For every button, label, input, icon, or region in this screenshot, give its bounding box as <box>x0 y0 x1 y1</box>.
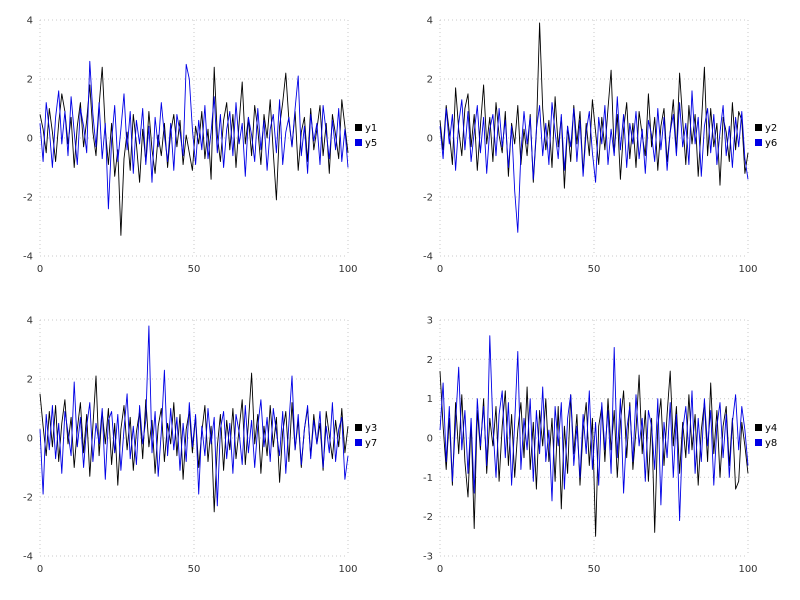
chart-panel-y1-y5: -4 -2 0 2 4 0 50 100 y1 y5 <box>0 0 400 300</box>
y-tick-label: 2 <box>427 75 433 86</box>
legend-label-y4: y4 <box>765 423 777 434</box>
y-tick-label: 0 <box>427 434 433 445</box>
x-tick-label: 100 <box>738 564 757 575</box>
x-tick-label: 50 <box>188 264 201 275</box>
series-line-y8 <box>439 335 749 522</box>
legend-swatch-y3 <box>355 424 362 431</box>
legend-label-y5: y5 <box>365 138 377 149</box>
series-line-y6 <box>439 90 749 233</box>
y-tick-label: 0 <box>27 134 33 145</box>
legend-swatch-y5 <box>355 139 362 146</box>
legend-label-y2: y2 <box>765 123 777 134</box>
series-line-y3 <box>39 372 349 513</box>
chart-panel-y2-y6: -4 -2 0 2 4 0 50 100 y2 y6 <box>400 0 800 300</box>
y-tick-label: 2 <box>27 375 33 386</box>
legend-swatch-y7 <box>355 439 362 446</box>
x-tick-label: 100 <box>338 564 357 575</box>
chart-panel-y3-y7: -4 -2 0 2 4 0 50 100 y3 y7 <box>0 300 400 600</box>
y-tick-label: -4 <box>23 552 33 563</box>
y-tick-label: -4 <box>23 252 33 263</box>
legend-label-y1: y1 <box>365 123 377 134</box>
chart-y1-y5: -4 -2 0 2 4 0 50 100 y1 y5 <box>23 16 377 276</box>
y-tick-label: -3 <box>423 552 433 563</box>
legend-label-y3: y3 <box>365 423 377 434</box>
legend-swatch-y1 <box>355 124 362 131</box>
y-tick-label: 4 <box>27 16 33 27</box>
legend-swatch-y8 <box>755 439 762 446</box>
y-tick-label: 0 <box>27 434 33 445</box>
y-tick-label: -2 <box>23 493 33 504</box>
legend-swatch-y4 <box>755 424 762 431</box>
y-tick-label: -2 <box>23 193 33 204</box>
x-tick-label: 0 <box>37 564 43 575</box>
y-tick-label: 2 <box>27 75 33 86</box>
x-tick-label: 100 <box>738 264 757 275</box>
legend-label-y8: y8 <box>765 438 777 449</box>
legend-label-y7: y7 <box>365 438 377 449</box>
legend-swatch-y2 <box>755 124 762 131</box>
x-tick-label: 0 <box>437 264 443 275</box>
series-line-y2 <box>439 22 749 189</box>
y-tick-label: 3 <box>427 316 433 327</box>
x-tick-label: 0 <box>437 564 443 575</box>
series-line-y5 <box>39 60 349 210</box>
chart-y4-y8: -3 -2 -1 0 1 2 3 0 50 100 y4 y8 <box>423 316 777 576</box>
chart-y3-y7: -4 -2 0 2 4 0 50 100 y3 y7 <box>23 316 377 576</box>
chart-y2-y6: -4 -2 0 2 4 0 50 100 y2 y6 <box>423 16 777 276</box>
y-tick-label: 4 <box>427 16 433 27</box>
y-tick-label: -4 <box>423 252 433 263</box>
y-tick-label: 2 <box>427 355 433 366</box>
x-tick-label: 50 <box>188 564 201 575</box>
y-tick-label: -2 <box>423 193 433 204</box>
legend-swatch-y6 <box>755 139 762 146</box>
chart-panel-y4-y8: -3 -2 -1 0 1 2 3 0 50 100 y4 y8 <box>400 300 800 600</box>
y-tick-label: 4 <box>27 316 33 327</box>
x-tick-label: 100 <box>338 264 357 275</box>
legend-label-y6: y6 <box>765 138 777 149</box>
y-tick-label: 0 <box>427 134 433 145</box>
y-tick-label: -1 <box>423 473 433 484</box>
x-tick-label: 50 <box>588 264 601 275</box>
series-line-y7 <box>39 325 349 507</box>
x-tick-label: 50 <box>588 564 601 575</box>
y-tick-label: 1 <box>427 394 433 405</box>
x-tick-label: 0 <box>37 264 43 275</box>
y-tick-label: -2 <box>423 512 433 523</box>
